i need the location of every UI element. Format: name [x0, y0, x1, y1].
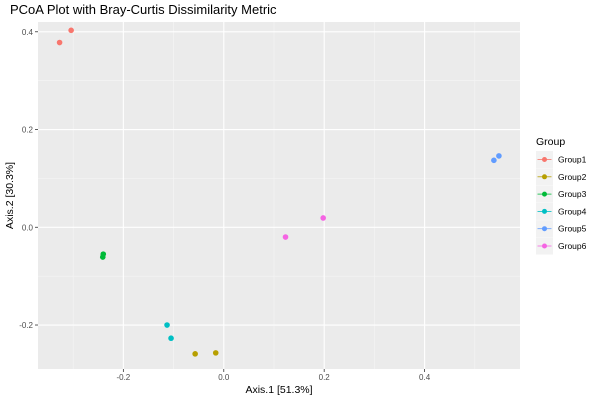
legend-key-point	[542, 157, 547, 162]
data-point-group4	[164, 322, 170, 328]
data-point-group5	[491, 157, 497, 164]
legend-items: Group1 Group2 Group3 Group4 Group5 Group6	[536, 151, 587, 255]
data-point-group1	[56, 39, 63, 46]
legend-item-group1: Group1	[536, 151, 587, 168]
y-tick-label: 0.0	[22, 223, 34, 232]
points-layer	[56, 27, 502, 357]
data-point-group6	[282, 234, 289, 240]
chart-title: PCoA Plot with Bray-Curtis Dissimilarity…	[10, 2, 277, 17]
data-point-group3	[99, 254, 106, 260]
x-axis-title: Axis.1 [51.3%]	[245, 384, 312, 396]
data-point-group2	[192, 351, 198, 357]
data-point-group2	[212, 350, 219, 356]
grid-layer	[38, 22, 520, 369]
x-tick-label: 0.0	[218, 373, 230, 382]
x-tick-label: 0.2	[319, 373, 331, 382]
tick-layer: -0.2 0.0 0.2 0.4 -0.2 0.0 0.2 0.4	[19, 28, 431, 382]
x-tick-label: -0.2	[116, 373, 130, 382]
legend-key-point	[542, 191, 547, 197]
legend-label: Group3	[558, 189, 587, 199]
x-tick-label: 0.4	[419, 373, 431, 382]
legend-label: Group6	[558, 241, 587, 251]
y-tick-label: 0.2	[22, 126, 34, 135]
legend-title: Group	[536, 136, 565, 148]
legend-item-group4: Group4	[536, 202, 587, 220]
legend-label: Group1	[558, 155, 587, 165]
legend-label: Group2	[558, 172, 587, 182]
legend-item-group3: Group3	[536, 185, 587, 203]
data-point-group1	[68, 27, 74, 34]
legend-key-point	[542, 226, 547, 232]
legend-item-group6: Group6	[536, 237, 587, 255]
legend-key-point	[542, 208, 547, 214]
data-point-group4	[168, 335, 174, 342]
legend-label: Group5	[558, 224, 587, 234]
legend-label: Group4	[558, 206, 587, 216]
y-axis-title: Axis.2 [30.3%]	[4, 162, 16, 229]
data-point-group5	[496, 153, 502, 159]
y-tick-label: -0.2	[19, 321, 33, 330]
data-point-group6	[320, 215, 326, 221]
legend-item-group2: Group2	[536, 168, 587, 186]
y-tick-label: 0.4	[22, 28, 34, 37]
plot-panel	[38, 22, 520, 369]
legend-key-point	[542, 243, 547, 249]
legend-item-group5: Group5	[536, 220, 587, 238]
legend: Group Group1Group2Group3Group4Group5Grou…	[536, 136, 587, 255]
legend-key-point	[542, 174, 547, 180]
